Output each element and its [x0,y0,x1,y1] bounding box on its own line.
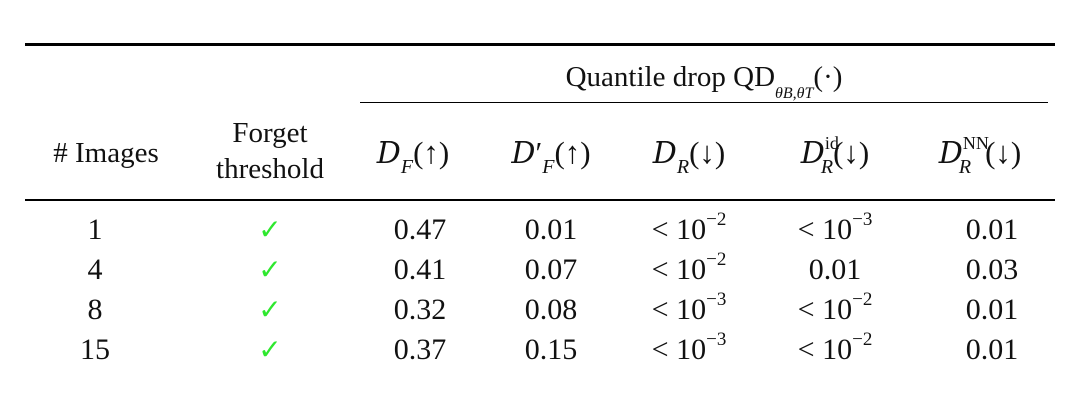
row2-check-icon: ✓ [258,253,282,286]
row4-dr-exp: −3 [706,329,727,350]
row3-dfp: 0.08 [524,293,578,326]
row4-dfp: 0.15 [524,333,578,366]
row4-images: 15 [80,333,110,366]
row3-df: 0.32 [393,293,447,326]
metric-drnn-sup: NN [962,133,989,153]
metric-df-arrow: (↑) [413,135,450,170]
group-header-quantile-drop: Quantile drop QDθB,θT(·) [565,60,843,102]
row4-drid-base: < 10 [797,333,853,366]
table-top-rule [25,43,1055,46]
row3-images: 8 [87,293,103,326]
row2-drnn: 0.03 [965,253,1019,286]
row2-dr-exp: −2 [706,249,727,270]
metric-drnn-sub: R [958,156,972,178]
row2-drid: 0.01 [809,253,862,291]
metric-dfp-prime: ′ [535,135,543,170]
row1-drid: < 10−3 [797,209,873,251]
row1-dfp: 0.01 [524,213,578,246]
row3-drid: < 10−2 [797,289,873,331]
header-forget-line2: threshold [216,153,324,185]
header-metric-dr-id: Did R(↓) [800,133,870,178]
metric-drid-arrow: (↓) [833,135,870,170]
row1-df: 0.47 [393,213,447,246]
header-metric-dr: DR(↓) [652,135,726,179]
row3-drid-base: < 10 [797,293,853,326]
row3-check-icon: ✓ [258,293,282,326]
metric-dr-base: D [652,136,677,171]
row4-drid-exp: −2 [852,329,873,350]
row2-dr-base: < 10 [651,253,707,286]
row3-dr-exp: −3 [706,289,727,310]
row1-drnn: 0.01 [965,213,1019,246]
header-forget-line1: Forget [232,117,308,149]
group-header-title: Quantile drop QD [565,61,776,93]
header-metric-dr-nn: DNN R (↓) [938,133,1022,178]
metric-drid-sup: id [824,133,839,153]
group-header-arg: (·) [813,61,843,93]
row3-dr: < 10−3 [651,289,727,331]
row1-check-icon: ✓ [258,213,282,246]
row1-dr-base: < 10 [651,213,707,246]
metric-dr-arrow: (↓) [689,135,726,170]
row3-drnn: 0.01 [965,293,1019,326]
row1-dr-exp: −2 [706,209,727,230]
row1-images: 1 [87,213,103,246]
metric-df-sub: F [400,156,414,178]
row1-drid-base: < 10 [797,213,853,246]
header-images: # Images [53,137,159,169]
row2-images: 4 [87,253,103,286]
group-header-rule [360,102,1048,103]
row3-dr-base: < 10 [651,293,707,326]
metric-drnn-base: D [938,136,963,171]
header-body-rule [25,199,1055,201]
metric-dfp-sub: F [542,156,555,178]
row2-drid-base: 0.01 [808,253,862,286]
row4-dr-base: < 10 [651,333,707,366]
row4-dr: < 10−3 [651,329,727,371]
row2-dfp: 0.07 [524,253,578,286]
row2-dr: < 10−2 [651,249,727,291]
metric-dfp-arrow: (↑) [554,135,591,170]
row4-df: 0.37 [393,333,447,366]
metric-drid-base: D [800,136,825,171]
metric-drnn-arrow: (↓) [985,135,1022,170]
header-forget-threshold: Forget threshold [216,115,324,187]
row4-drid: < 10−2 [797,329,873,371]
row4-check-icon: ✓ [258,333,282,366]
metric-drid-sub: R [820,156,834,178]
header-metric-df-prime: D′F(↑) [511,135,591,179]
row1-dr: < 10−2 [651,209,727,251]
metric-df-base: D [376,136,401,171]
row4-drnn: 0.01 [965,333,1019,366]
row1-drid-exp: −3 [852,209,873,230]
header-metric-df: DF(↑) [376,135,450,179]
metric-dr-sub: R [676,156,690,178]
row2-df: 0.41 [393,253,447,286]
row3-drid-exp: −2 [852,289,873,310]
metric-dfp-base: D [511,136,536,171]
group-header-sub: θB,θT [775,85,814,102]
